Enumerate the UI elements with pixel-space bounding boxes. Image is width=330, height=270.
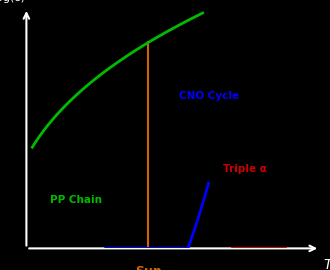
Text: CNO Cycle: CNO Cycle — [179, 92, 239, 102]
Text: log(ε): log(ε) — [0, 0, 25, 3]
Text: T: T — [323, 258, 330, 270]
Text: Sun: Sun — [135, 265, 162, 270]
Text: PP Chain: PP Chain — [50, 195, 102, 205]
Text: Triple α: Triple α — [223, 164, 267, 174]
